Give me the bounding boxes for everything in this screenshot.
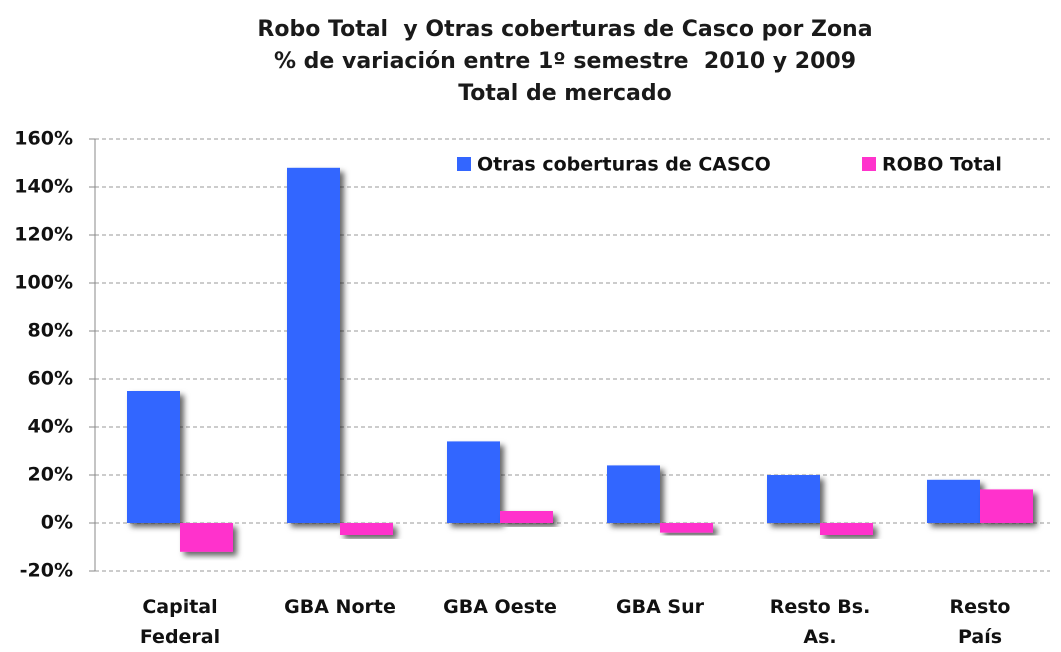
bar bbox=[340, 523, 393, 535]
y-tick-label: 80% bbox=[28, 320, 73, 342]
y-tick-label: 0% bbox=[41, 512, 73, 534]
chart-title: Total de mercado bbox=[458, 81, 672, 106]
legend-swatch bbox=[862, 157, 876, 171]
y-tick-label: -20% bbox=[20, 560, 73, 582]
legend-label: Otras coberturas de CASCO bbox=[477, 154, 771, 176]
y-tick-label: 60% bbox=[28, 368, 73, 390]
y-tick-label: 120% bbox=[14, 224, 73, 246]
y-tick-label: 100% bbox=[14, 272, 73, 294]
x-tick-label: GBA Norte bbox=[284, 596, 396, 618]
bar bbox=[447, 441, 500, 523]
x-tick-label: Resto Bs. As. bbox=[769, 596, 871, 648]
x-tick-label: Capital Federal bbox=[139, 596, 221, 648]
y-tick-label: 20% bbox=[28, 464, 73, 486]
y-tick-label: 140% bbox=[14, 176, 73, 198]
bar bbox=[500, 511, 553, 523]
bar bbox=[820, 523, 873, 535]
chart-title: % de variación entre 1º semestre 2010 y … bbox=[274, 49, 856, 74]
chart-title: Robo Total y Otras coberturas de Casco p… bbox=[257, 17, 872, 42]
bar bbox=[180, 523, 233, 552]
legend-label: ROBO Total bbox=[882, 154, 1002, 176]
y-tick-label: 40% bbox=[28, 416, 73, 438]
bar bbox=[980, 489, 1033, 523]
bar bbox=[607, 465, 660, 523]
bar bbox=[660, 523, 713, 533]
bar bbox=[287, 167, 340, 524]
x-tick-label: GBA Sur bbox=[616, 596, 704, 618]
x-tick-label: GBA Oeste bbox=[443, 596, 557, 618]
bar bbox=[927, 479, 980, 523]
bar bbox=[127, 391, 180, 523]
x-tick-label: Resto País bbox=[949, 596, 1011, 648]
bar bbox=[767, 475, 820, 523]
legend-swatch bbox=[457, 157, 471, 171]
y-tick-label: 160% bbox=[14, 128, 73, 150]
